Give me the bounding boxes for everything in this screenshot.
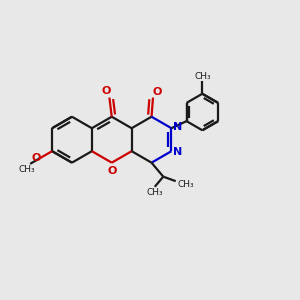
Text: O: O (102, 86, 111, 96)
Text: N: N (173, 122, 182, 132)
Text: CH₃: CH₃ (177, 180, 194, 189)
Text: O: O (153, 87, 162, 97)
Text: N: N (173, 147, 182, 158)
Text: CH₃: CH₃ (19, 165, 35, 174)
Text: CH₃: CH₃ (146, 188, 163, 197)
Text: O: O (107, 166, 116, 176)
Text: CH₃: CH₃ (194, 72, 211, 81)
Text: O: O (31, 153, 40, 163)
